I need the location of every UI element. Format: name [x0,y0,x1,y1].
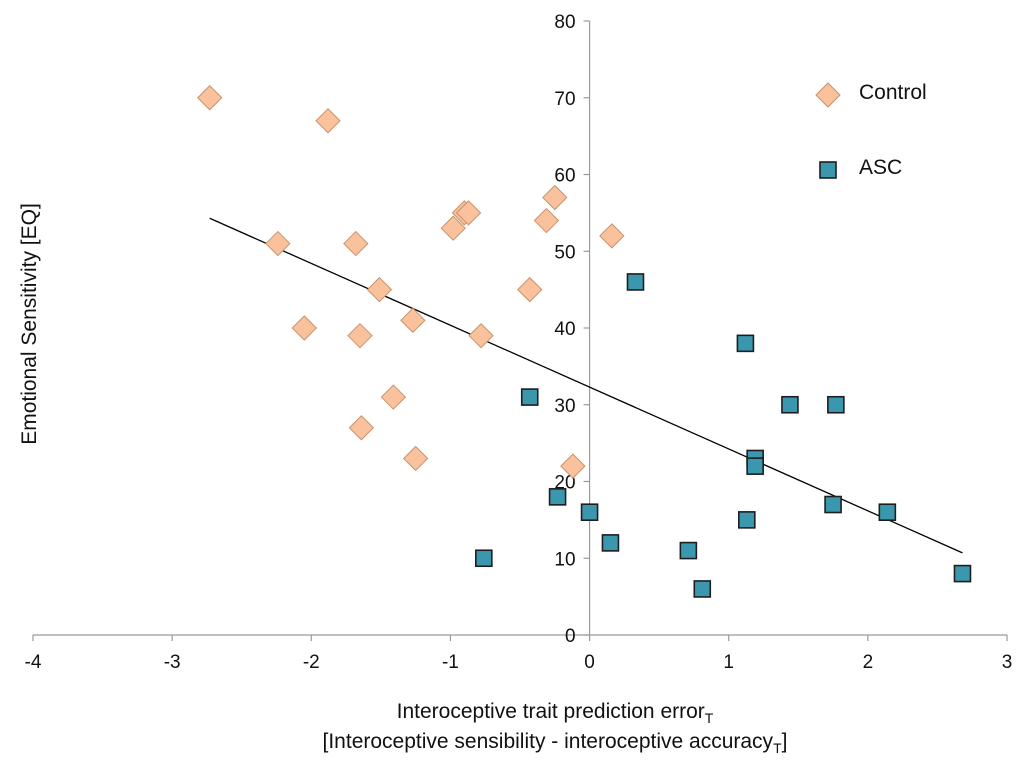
y-tick-label: 80 [554,12,575,33]
asc-point [824,495,842,514]
control-point [517,276,543,303]
asc-point [693,580,712,598]
control-point [440,215,466,241]
control-point [197,85,223,111]
legend-label-control: Control [859,81,927,104]
x-tick-label: 1 [723,652,734,673]
x-axis-subtitle: [Interoceptive sensibility - interocepti… [323,730,788,756]
control-point [366,276,393,303]
asc-point [475,549,493,568]
control-point [533,207,560,234]
asc-point [878,503,897,522]
legend: Control ASC [815,81,927,179]
asc-point [679,541,698,560]
control-point [380,384,407,410]
y-tick-label: 30 [554,396,575,417]
control-point [265,230,291,257]
asc-point [601,534,620,552]
asc-point [626,273,645,291]
control-point [291,315,318,341]
control-point [402,445,429,472]
asc-point [827,395,845,414]
legend-marker-control [815,82,841,108]
asc-point [736,334,755,353]
control-point [560,453,586,479]
asc-point [953,564,972,583]
control-point [542,184,568,211]
trendline [209,217,963,554]
y-tick-label: 70 [554,89,575,110]
y-axis-title: Emotional Sensitivity [EQ] [18,203,41,445]
asc-point [746,457,764,475]
control-point [599,223,625,249]
x-tick-label: 3 [1002,652,1013,673]
y-tick-label: 60 [554,166,575,187]
control-point [347,322,373,349]
axis-titles: Interoceptive trait prediction errorT [In… [18,203,787,756]
x-tick-label: -2 [303,652,320,673]
legend-label-asc: ASC [859,156,902,179]
x-tick-label: -1 [442,652,459,673]
asc-point [520,388,539,406]
data-points [197,85,972,598]
asc-point [738,511,756,529]
legend-marker-asc [819,161,837,179]
control-point [455,200,482,226]
y-tick-label: 40 [554,319,575,340]
asc-point [548,488,567,506]
y-tick-label: 50 [554,242,575,263]
control-point [468,322,494,349]
x-tick-label: 0 [584,652,595,673]
control-point [343,230,369,257]
x-tick-label: -4 [25,652,42,673]
control-point [400,307,426,334]
x-tick-label: 2 [863,652,874,673]
y-tick-label: 0 [565,626,576,647]
x-tick-label: -3 [164,652,181,673]
control-point [315,108,341,134]
x-axis-title: Interoceptive trait prediction errorT [397,700,714,726]
asc-point [580,503,599,522]
y-tick-label: 10 [554,549,575,570]
asc-point [781,395,799,414]
control-point [348,415,375,441]
trendline-group [209,217,963,554]
